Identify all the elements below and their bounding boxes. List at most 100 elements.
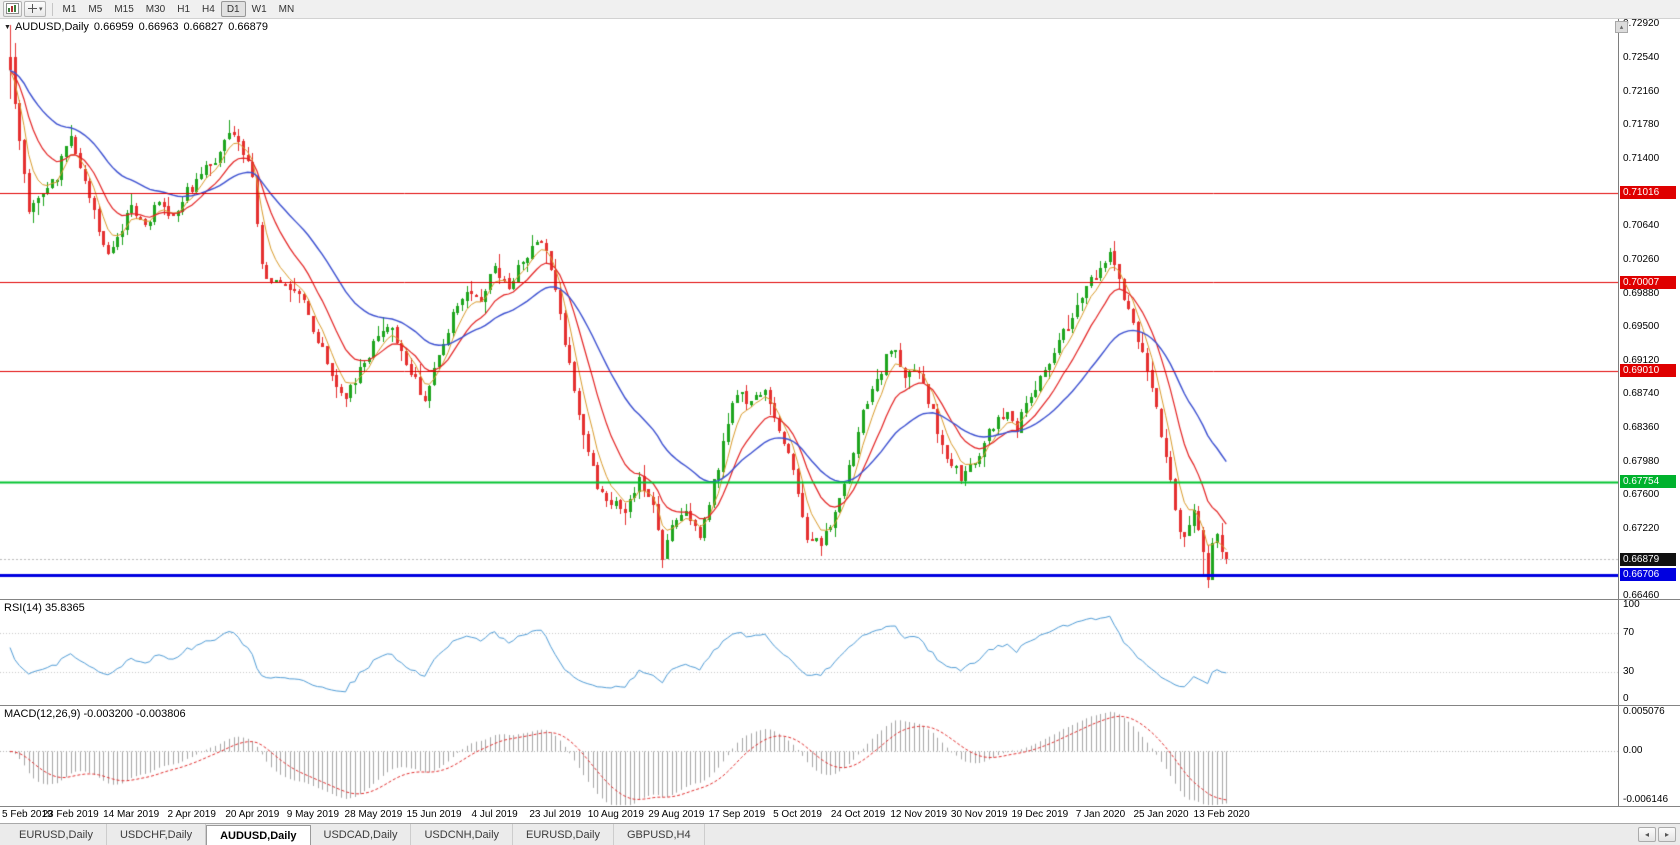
price-axis-label: 0.67600 [1623,489,1660,501]
rsi-axis-label: 30 [1623,666,1635,678]
chart-tab-usdcad-daily[interactable]: USDCAD,Daily [311,824,412,845]
macd-panel[interactable]: MACD(12,26,9) -0.003200 -0.003806 0.0050… [0,706,1680,806]
price-chart-panel[interactable]: ▼ AUDUSD,Daily 0.66959 0.66963 0.66827 0… [0,19,1680,599]
price-axis-label: 0.66460 [1623,590,1660,599]
macd-canvas[interactable] [0,706,1618,806]
rsi-canvas[interactable] [0,600,1618,705]
current-price-price-badge: 0.66879 [1620,552,1676,566]
quote-high: 0.66963 [138,21,179,33]
time-axis-label: 17 Sep 2019 [708,809,766,820]
timeframe-button-w1[interactable]: W1 [251,3,267,15]
price-axis[interactable]: 0.72920 0.72540 0.72160 0.71780 0.71400 0.706… [1618,19,1680,599]
time-axis-label: 14 Mar 2019 [103,809,160,820]
tab-scroll-left-button[interactable]: ◂ [1638,827,1656,842]
collapse-chart-icon[interactable]: ▼ [4,23,11,31]
time-axis[interactable]: 5 Feb 2019 23 Feb 2019 14 Mar 2019 2 Apr 20… [0,807,1680,823]
macd-axis-bottom-label: -0.006146 [1623,794,1669,805]
price-axis-label: 0.70640 [1623,220,1660,232]
time-axis-label: 29 Aug 2019 [648,809,705,820]
time-axis-label: 5 Oct 2019 [773,809,822,820]
rsi-panel[interactable]: RSI(14) 35.8365 100 70 30 0 [0,600,1680,705]
chart-tab-audusd-daily[interactable]: AUDUSD,Daily [206,825,311,845]
price-axis-label: 0.68740 [1623,388,1660,400]
time-axis-label: 30 Nov 2019 [950,809,1008,820]
symbol-label: AUDUSD,Daily [14,21,89,33]
chart-tab-eurusd-daily[interactable]: EURUSD,Daily [513,824,614,845]
chart-tabs: EURUSD,Daily USDCHF,Daily AUDUSD,Daily USDC… [6,824,705,845]
quote-open: 0.66959 [93,21,134,33]
panel-separator[interactable] [0,599,1680,600]
chevron-down-icon: ▾ [39,6,43,13]
chart-window-button[interactable] [3,1,22,17]
timeframe-button-m5[interactable]: M5 [88,3,103,15]
chart-tab-usdcnh-daily[interactable]: USDCNH,Daily [411,824,514,845]
time-axis-label: 19 Dec 2019 [1011,809,1069,820]
chart-icon [6,2,19,16]
time-axis-label: 7 Jan 2020 [1075,809,1126,820]
price-axis-label: 0.69880 [1623,287,1660,299]
rsi-axis-label: 0 [1623,693,1629,704]
time-axis-label: 5 Feb 2019 [2,809,53,820]
timeframe-button-mn[interactable]: MN [278,3,295,15]
price-axis-label: 0.69500 [1623,321,1660,333]
price-axis-label: 0.70260 [1623,253,1660,265]
timeframe-button-m15[interactable]: M15 [114,3,134,15]
macd-label: MACD(12,26,9) -0.003200 -0.003806 [4,708,186,720]
time-axis-label: 9 May 2019 [286,809,340,820]
price-axis-label: 0.72920 [1623,19,1660,30]
support-blue-price-badge: 0.66706 [1620,568,1676,582]
time-axis-label: 23 Jul 2019 [529,809,582,820]
quote-close: 0.66879 [228,21,268,33]
macd-axis[interactable]: 0.005076 0.00 -0.006146 [1618,706,1680,806]
price-axis-label: 0.68360 [1623,422,1660,434]
rsi-axis-label: 70 [1623,626,1635,638]
time-axis-label: 24 Oct 2019 [830,809,886,820]
chart-tabbar: EURUSD,Daily USDCHF,Daily AUDUSD,Daily USDC… [0,823,1680,845]
time-axis-label: 15 Jun 2019 [406,809,462,820]
chart-tab-usdchf-daily[interactable]: USDCHF,Daily [107,824,207,845]
price-axis-label: 0.71400 [1623,152,1660,164]
time-axis-label: 25 Jan 2020 [1133,809,1189,820]
tab-scroll-right-button[interactable]: ▸ [1658,827,1676,842]
price-axis-label: 0.72540 [1623,51,1660,63]
rsi-axis[interactable]: 100 70 30 0 [1618,600,1680,705]
quote-low: 0.66827 [183,21,224,33]
time-axis-label: 2 Apr 2019 [167,809,216,820]
rsi-label: RSI(14) 35.8365 [4,602,85,614]
time-axis-label: 13 Feb 2020 [1193,809,1250,820]
timeframe-button-d1[interactable]: D1 [220,1,246,17]
price-axis-label: 0.69120 [1623,354,1660,366]
price-axis-label: 0.71780 [1623,119,1660,131]
chart-tab-gbpusd-h4[interactable]: GBPUSD,H4 [614,824,705,845]
time-axis-label: 28 May 2019 [344,809,403,820]
macd-axis-zero-label: 0.00 [1623,745,1643,757]
rsi-axis-label: 100 [1623,600,1640,610]
resistance-1-price-badge: 0.71016 [1620,186,1676,200]
macd-axis-top-label: 0.005076 [1623,706,1665,717]
panel-separator [0,806,1680,807]
chart-tab-eurusd-daily[interactable]: EURUSD,Daily [6,824,107,845]
toolbar-separator [51,2,53,16]
timeframe-button-h4[interactable]: H4 [202,3,215,15]
price-axis-label: 0.67980 [1623,455,1660,467]
price-axis-label: 0.72160 [1623,85,1660,97]
time-axis-label: 4 Jul 2019 [471,809,518,820]
resistance-2-price-badge: 0.70007 [1620,275,1676,289]
time-axis-label: 20 Apr 2019 [225,809,280,820]
timeframe-button-h1[interactable]: H1 [177,3,191,15]
panel-separator[interactable] [0,705,1680,706]
timeframe-button-m1[interactable]: M1 [62,3,77,15]
price-axis-label: 0.67220 [1623,523,1660,535]
time-axis-label: 23 Feb 2019 [42,809,99,820]
timeframe-group: M1 M5 M15 M30 H1 H4 D1 W1 MN [57,1,301,17]
candlestick-canvas[interactable] [0,19,1618,599]
timeframe-button-m30[interactable]: M30 [145,3,166,15]
time-axis-label: 10 Aug 2019 [587,809,644,820]
cursor-tool-button[interactable]: ▾ [24,1,46,17]
scroll-up-button[interactable]: ▴ [1615,21,1628,33]
chart-header: ▼ AUDUSD,Daily 0.66959 0.66963 0.66827 0… [4,21,268,33]
toolbar: ▾ M1 M5 M15 M30 H1 H4 D1 W1 MN [0,0,1680,19]
tab-scroll-controls: ◂ ▸ [1638,827,1676,842]
support-green-price-badge: 0.67754 [1620,475,1676,489]
